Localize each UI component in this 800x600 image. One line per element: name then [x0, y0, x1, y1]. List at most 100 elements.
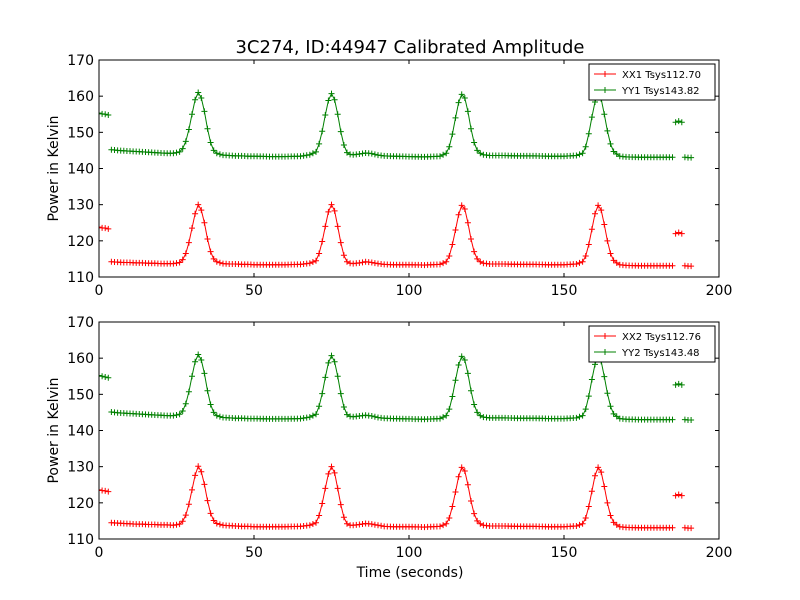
data-point-marker [576, 413, 583, 420]
data-point-marker [592, 210, 598, 217]
data-point-marker [170, 150, 177, 157]
data-point-marker [189, 111, 195, 118]
bottom-subplot: 0 50 100 150 200 110 120 130 140 150 160 170 Power i… [46, 315, 732, 561]
data-point-marker [601, 373, 608, 380]
data-point-marker [449, 241, 456, 248]
data-point-marker [375, 522, 381, 529]
y-tick-label: 150 [67, 387, 94, 403]
data-point-marker [675, 491, 682, 498]
data-point-marker [449, 503, 456, 510]
data-point-marker [204, 497, 211, 504]
data-point-marker [579, 412, 586, 419]
data-point-marker [468, 125, 474, 132]
data-point-marker [688, 154, 695, 161]
data-point-marker [170, 522, 177, 529]
data-point-marker [613, 151, 620, 158]
data-point-marker [204, 387, 211, 394]
data-point-marker [585, 130, 592, 137]
x-tick-label: 200 [706, 545, 733, 561]
data-point-marker [334, 111, 341, 118]
data-point-marker [213, 258, 220, 265]
data-point-marker [610, 410, 617, 417]
data-point-marker [458, 91, 465, 98]
data-point-marker [588, 226, 595, 233]
data-point-marker [182, 250, 189, 257]
y-tick-label: 150 [67, 125, 94, 141]
data-point-marker [344, 411, 350, 418]
data-point-marker [216, 259, 223, 266]
data-point-marker [102, 225, 109, 232]
data-point-marker [669, 262, 676, 269]
data-point-marker [464, 219, 471, 226]
data-point-marker [468, 498, 474, 505]
data-point-marker [328, 352, 335, 359]
data-point-marker [340, 141, 347, 148]
legend-marker [602, 333, 608, 339]
data-point-marker [313, 257, 319, 264]
data-point-marker [675, 229, 682, 236]
data-point-marker [313, 411, 319, 418]
data-point-marker [678, 492, 685, 499]
data-point-marker [204, 125, 211, 132]
y-axis-label: Power in Kelvin [46, 377, 62, 483]
data-point-marker [213, 520, 220, 527]
legend-marker [602, 349, 608, 355]
data-point-marker [468, 387, 474, 394]
data-point-marker [328, 463, 335, 470]
y-tick-label: 110 [67, 270, 94, 286]
data-point-marker [198, 207, 205, 214]
data-point-marker [216, 151, 223, 158]
data-point-marker [185, 388, 192, 395]
data-point-marker [325, 208, 332, 215]
data-point-marker [437, 415, 443, 422]
data-point-marker [669, 154, 676, 161]
legend-entry-label: YY2 Tsys143.48 [621, 348, 700, 359]
data-point-marker [189, 373, 195, 380]
data-point-marker [461, 94, 468, 101]
data-point-marker [443, 258, 450, 265]
data-point-marker [344, 149, 350, 156]
data-point-marker [474, 255, 481, 262]
data-point-marker [464, 108, 471, 115]
data-point-marker [455, 362, 462, 369]
data-point-marker [452, 226, 459, 233]
data-point-marker [359, 520, 366, 527]
data-point-marker [179, 407, 186, 414]
data-point-marker [371, 413, 378, 420]
data-point-marker [458, 464, 465, 471]
data-point-marker [192, 358, 199, 365]
legend-entry-label: XX2 Tsys112.76 [622, 332, 701, 343]
data-point-marker [195, 351, 202, 358]
data-point-marker [192, 472, 199, 479]
data-point-marker [192, 210, 199, 217]
series-yy1 [99, 89, 695, 161]
data-point-marker [176, 521, 183, 528]
data-point-marker [185, 239, 192, 246]
data-point-marker [610, 257, 617, 264]
legend-entry-label: YY1 Tsys143.82 [621, 86, 700, 97]
y-tick-label: 120 [67, 234, 94, 250]
data-point-marker [579, 150, 586, 157]
data-point-marker [455, 473, 462, 480]
data-point-marker [99, 110, 102, 117]
top-subplot: 0 50 100 150 200 110 120 130 140 150 160 170 Power i… [46, 53, 732, 299]
data-point-marker [316, 403, 323, 410]
data-point-marker [173, 411, 180, 418]
data-point-marker [325, 359, 332, 366]
data-point-marker [573, 522, 580, 529]
data-point-marker [672, 381, 679, 388]
data-point-marker [176, 411, 183, 418]
data-point-marker [356, 259, 363, 266]
data-point-marker [334, 485, 341, 492]
data-point-marker [477, 150, 484, 157]
data-point-marker [99, 373, 106, 380]
data-point-marker [340, 403, 347, 410]
data-point-marker [443, 520, 450, 527]
data-point-marker [198, 94, 205, 101]
data-point-marker [207, 510, 214, 517]
data-point-marker [328, 90, 335, 97]
data-point-marker [437, 153, 443, 160]
data-point-marker [313, 519, 319, 526]
data-point-marker [210, 409, 217, 416]
data-point-marker [452, 377, 459, 384]
